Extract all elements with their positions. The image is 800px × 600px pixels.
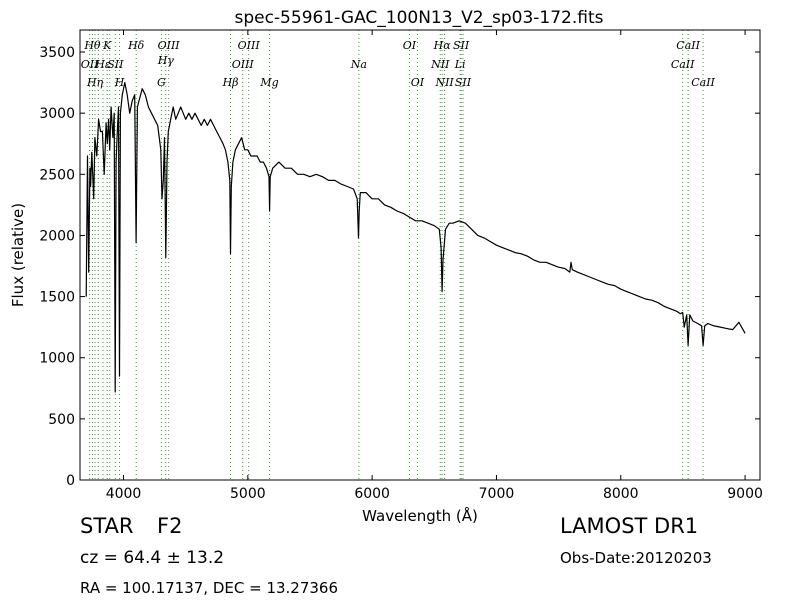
- line-label: OIII: [158, 39, 181, 52]
- line-label: OI: [403, 39, 417, 52]
- line-label: Hε: [94, 58, 111, 71]
- line-label: K: [102, 39, 112, 52]
- spectral-line-labels: OII Hθ Hη Hε K SII H Hδ G Hγ OIII Hβ OIII OIII Mg Na OI O…: [81, 39, 716, 89]
- coordinates: RA = 100.17137, DEC = 13.27366: [80, 579, 339, 597]
- chart-title: spec-55961-GAC_100N13_V2_sp03-172.fits: [234, 8, 603, 28]
- line-label: Mg: [259, 76, 278, 89]
- y-tick-label: 1000: [39, 351, 75, 367]
- line-label: Hη: [86, 76, 104, 89]
- line-label: Hα: [433, 39, 452, 52]
- line-label: G: [157, 76, 166, 89]
- x-tick-label: 6000: [354, 486, 390, 502]
- object-class: STAR: [80, 514, 134, 538]
- observation-date: Obs-Date:20120203: [560, 549, 712, 567]
- spectral-line-markers: [89, 30, 704, 480]
- y-tick-label: 0: [66, 473, 75, 489]
- line-label: Na: [350, 58, 367, 71]
- line-label: SII: [453, 39, 470, 52]
- line-label: Hγ: [157, 54, 175, 67]
- y-tick-label: 3500: [39, 45, 75, 61]
- survey-name: LAMOST DR1: [560, 514, 699, 538]
- line-label: OIII: [238, 39, 261, 52]
- y-tick-label: 3000: [39, 106, 75, 122]
- x-tick-label: 5000: [230, 486, 266, 502]
- line-label: OIII: [232, 58, 255, 71]
- y-tick-label: 500: [48, 412, 75, 428]
- y-tick-label: 1500: [39, 290, 75, 306]
- y-tick-label: 2000: [39, 228, 75, 244]
- x-tick-label: 8000: [603, 486, 639, 502]
- x-tick-label: 4000: [106, 486, 142, 502]
- x-tick-label: 9000: [727, 486, 763, 502]
- spectrum-line: [85, 82, 746, 393]
- x-axis-label: Wavelength (Å): [362, 506, 478, 525]
- line-label: Hθ: [83, 39, 101, 52]
- plot-frame: [79, 29, 761, 481]
- object-subclass: F2: [157, 514, 183, 538]
- y-tick-label: 2500: [39, 167, 75, 183]
- line-label: Li: [454, 58, 466, 71]
- line-label: Hβ: [222, 76, 239, 89]
- line-label: SII: [107, 58, 124, 71]
- y-axis-ticks: 0 500 1000 1500 2000 2500 3000 3500: [39, 45, 760, 489]
- line-label: NII: [430, 58, 450, 71]
- spectrum-series: [85, 82, 746, 393]
- y-axis-label: Flux (relative): [9, 203, 27, 307]
- x-tick-label: 7000: [479, 486, 515, 502]
- line-label: NII: [434, 76, 454, 89]
- x-axis-ticks: 4000 5000 6000 7000 8000 9000: [106, 30, 763, 502]
- line-label: SII: [455, 76, 472, 89]
- line-label: CaII: [671, 58, 695, 71]
- line-label: H: [114, 76, 125, 89]
- line-label: OII: [81, 58, 99, 71]
- line-label: OI: [411, 76, 425, 89]
- line-label: CaII: [676, 39, 700, 52]
- line-label: Hδ: [127, 39, 145, 52]
- redshift-cz: cz = 64.4 ± 13.2: [80, 548, 225, 568]
- line-label: CaII: [691, 76, 715, 89]
